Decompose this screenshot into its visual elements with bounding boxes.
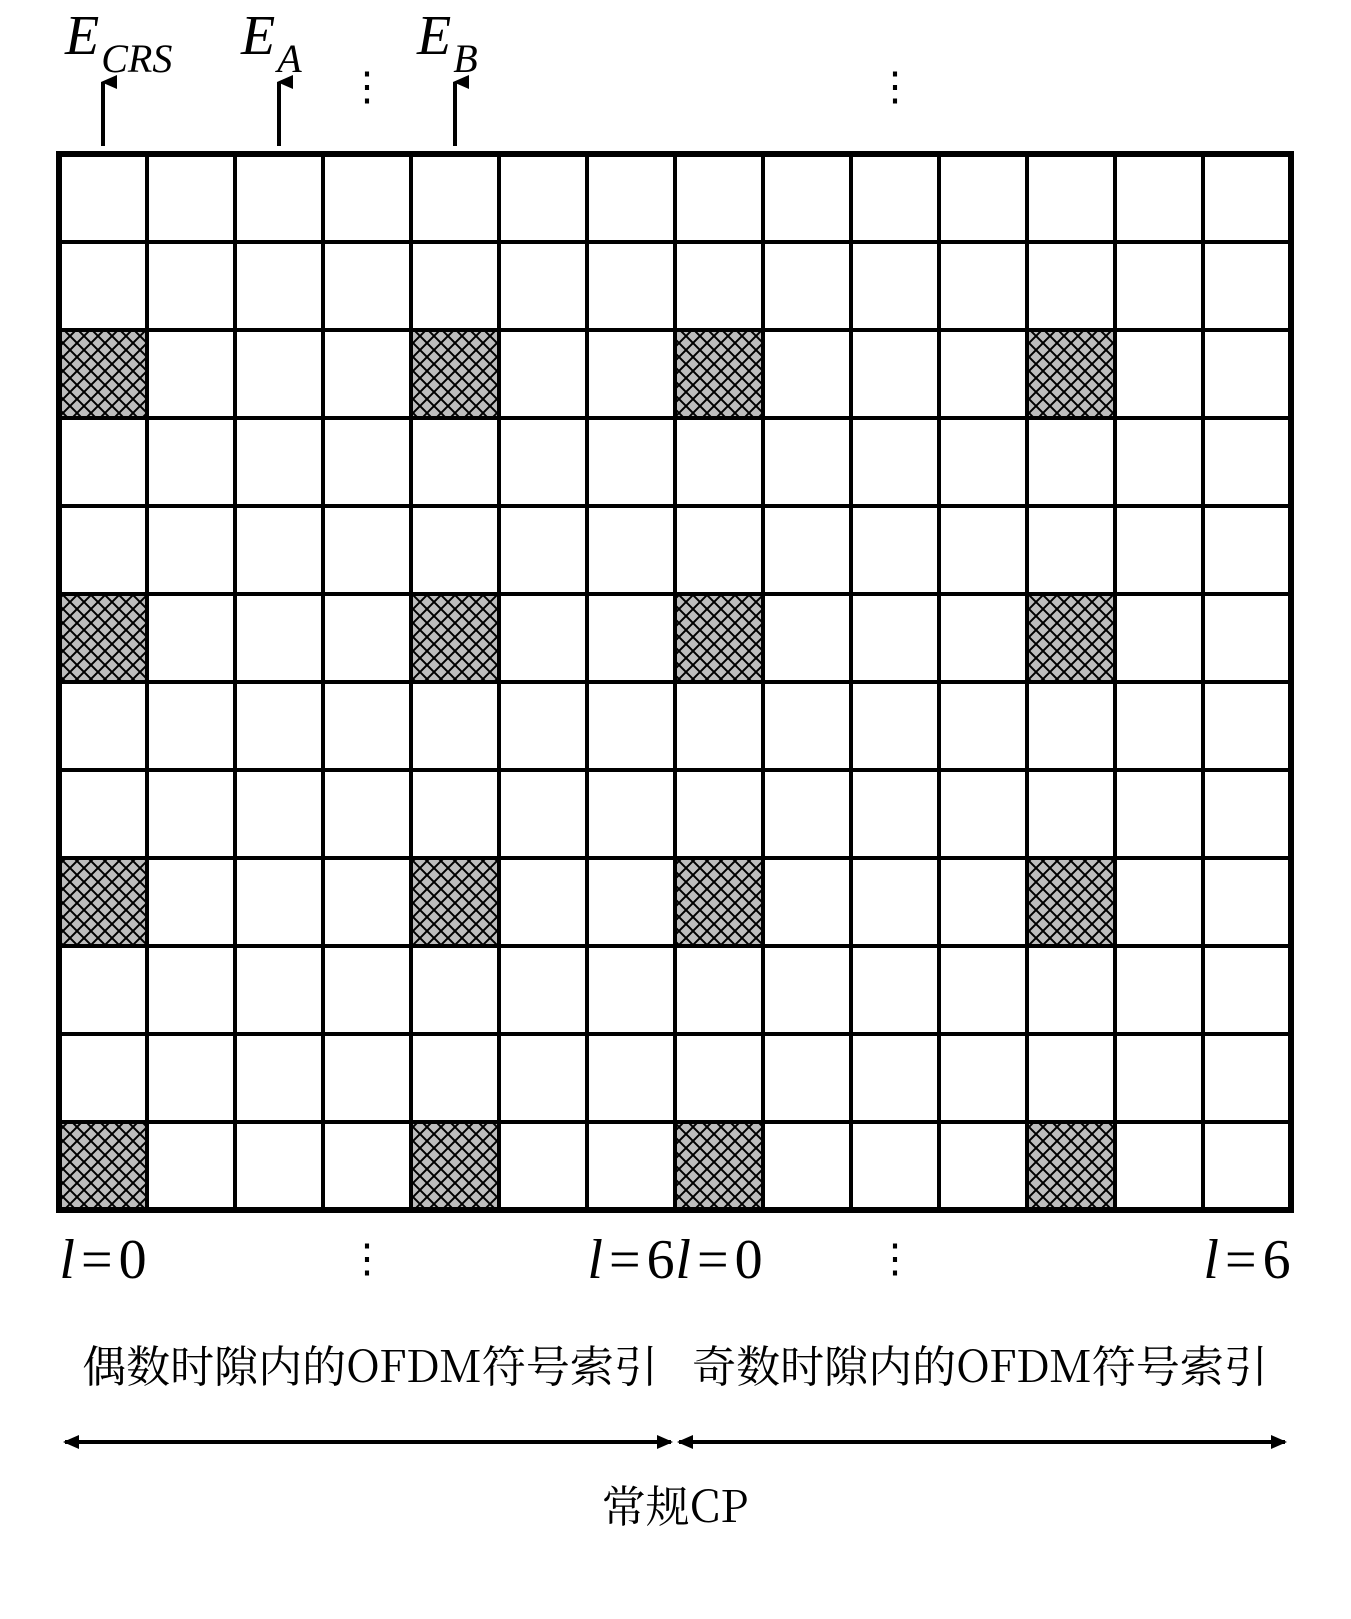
axis-label: l=6 [587, 1229, 674, 1291]
crs-cell [411, 594, 499, 682]
figure-root: E CRS E A E B l = 0 l = 6 l = 0 l = 6 偶数… [0, 0, 1351, 1619]
crs-cell [675, 330, 763, 418]
slot-label: 奇数时隙内的OFDM符号索引 [692, 1331, 1268, 1395]
slot-label: 偶数时隙内的OFDM符号索引 [82, 1331, 658, 1395]
vdots-icon: ⋮ [875, 1236, 915, 1281]
crs-cell [411, 858, 499, 946]
crs-cell [1027, 594, 1115, 682]
axis-label: l=0 [59, 1229, 146, 1291]
crs-cell [411, 1122, 499, 1210]
crs-cell [411, 330, 499, 418]
vdots-icon: ⋮ [347, 1236, 387, 1281]
crs-cell [675, 594, 763, 682]
axis-label: l=6 [1203, 1229, 1290, 1291]
axis-label: l=0 [675, 1229, 762, 1291]
crs-cell [675, 1122, 763, 1210]
crs-cell [1027, 330, 1115, 418]
crs-cell [59, 858, 147, 946]
crs-cell [59, 330, 147, 418]
crs-cell [1027, 1122, 1115, 1210]
crs-cell [59, 1122, 147, 1210]
vdots-icon: ⋮ [347, 64, 387, 109]
diagram-svg: ECRSEAEB⋮⋮l=0l=6l=0l=6⋮⋮偶数时隙内的OFDM符号索引奇数… [0, 0, 1351, 1619]
vdots-icon: ⋮ [875, 64, 915, 109]
crs-cell [675, 858, 763, 946]
cp-label: 常规CP [602, 1471, 749, 1535]
crs-cell [59, 594, 147, 682]
crs-cell [1027, 858, 1115, 946]
